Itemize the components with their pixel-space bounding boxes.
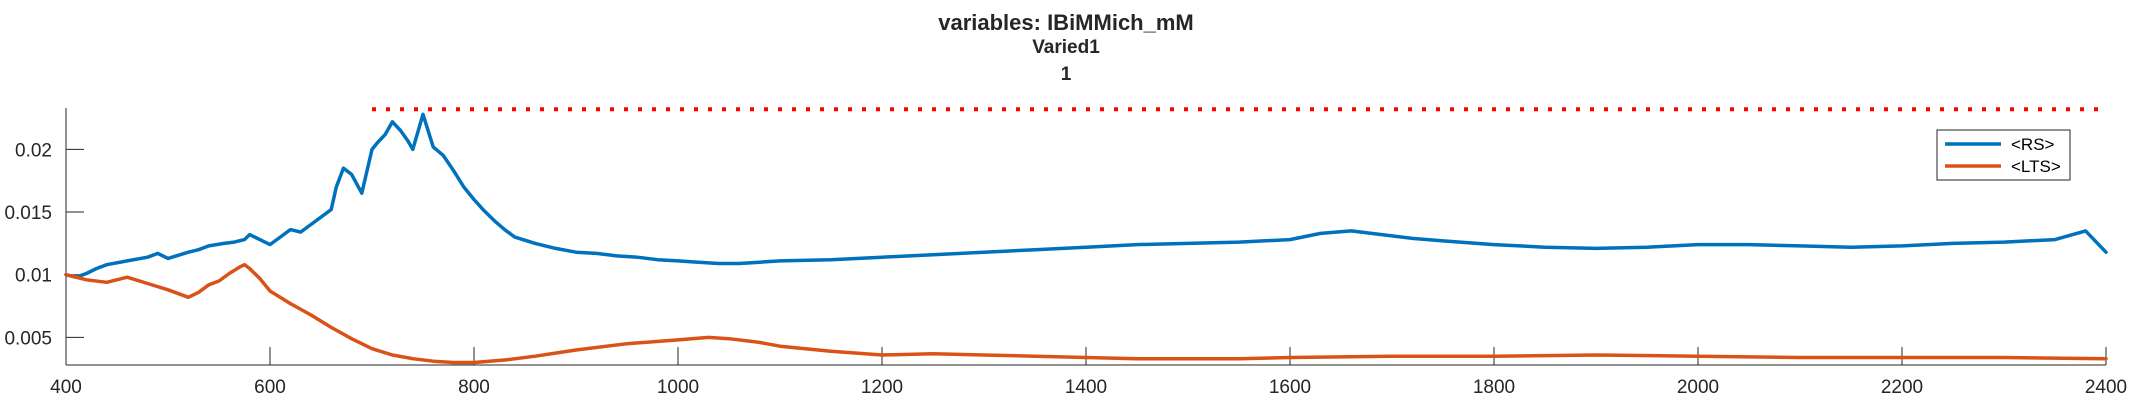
x-tick-label: 2200 xyxy=(1881,377,1923,398)
series-line-lts xyxy=(64,262,2108,365)
chart-title-line-3: 1 xyxy=(1061,64,1072,85)
axes: 400 600 800 1000 1200 1400 1600 1800 2000 2200 240… xyxy=(4,108,2127,398)
y-tick-label: 0.015 xyxy=(4,203,52,224)
chart-title-line-1: variables: IBiMMich_mM xyxy=(938,10,1194,35)
x-tick-label: 2000 xyxy=(1677,377,1719,398)
x-tick-label: 2400 xyxy=(2085,377,2127,398)
chart-title-line-2: Varied1 xyxy=(1032,37,1100,58)
chart-title: variables: IBiMMich_mM Varied1 1 xyxy=(938,10,1194,85)
legend-label: <RS> xyxy=(2011,135,2055,154)
x-tick-label: 400 xyxy=(50,377,82,398)
x-tick-label: 600 xyxy=(254,377,286,398)
series-group xyxy=(64,112,2108,365)
x-tick-label: 1800 xyxy=(1473,377,1515,398)
legend-box xyxy=(1936,129,2071,181)
x-tick-label: 1600 xyxy=(1269,377,1311,398)
legend-label: <LTS> xyxy=(2011,157,2061,176)
y-tick-label: 0.005 xyxy=(4,328,52,349)
x-tick-label: 1200 xyxy=(861,377,903,398)
x-tick-label: 1400 xyxy=(1065,377,1107,398)
y-tick-label: 0.01 xyxy=(15,266,52,287)
series-line-rs xyxy=(64,112,2108,279)
x-tick-label: 1000 xyxy=(657,377,699,398)
x-tick-label: 800 xyxy=(458,377,490,398)
legend: <RS> <LTS> xyxy=(1936,129,2071,181)
y-tick-label: 0.02 xyxy=(15,140,52,161)
